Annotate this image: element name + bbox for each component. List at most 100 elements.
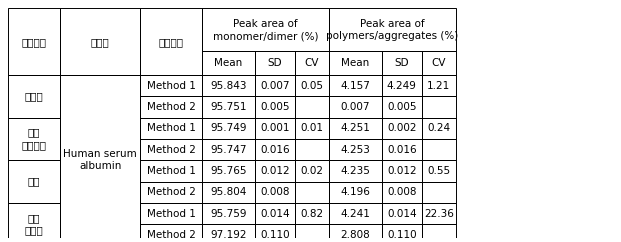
- Bar: [255, 96, 295, 118]
- Bar: [329, 118, 381, 139]
- Bar: [140, 118, 202, 139]
- Text: 0.55: 0.55: [427, 166, 450, 176]
- Text: 4.196: 4.196: [340, 187, 370, 197]
- Bar: [202, 51, 255, 75]
- Text: 이동상: 이동상: [24, 91, 43, 101]
- Bar: [381, 224, 422, 242]
- Text: 검체
희석버퍼: 검체 희석버퍼: [21, 128, 47, 150]
- Bar: [140, 96, 202, 118]
- Bar: [140, 224, 202, 242]
- Bar: [7, 160, 60, 203]
- Bar: [381, 96, 422, 118]
- Text: SD: SD: [394, 58, 409, 68]
- Bar: [202, 182, 255, 203]
- Text: 22.36: 22.36: [424, 209, 454, 219]
- Bar: [202, 118, 255, 139]
- Text: 0.014: 0.014: [387, 209, 417, 219]
- Text: 0.24: 0.24: [427, 123, 450, 133]
- Text: Peak area of
monomer/dimer (%): Peak area of monomer/dimer (%): [213, 19, 319, 41]
- Bar: [202, 96, 255, 118]
- Bar: [295, 75, 329, 96]
- Bar: [295, 182, 329, 203]
- Text: 0.016: 0.016: [260, 144, 290, 155]
- Bar: [7, 8, 60, 75]
- Bar: [255, 51, 295, 75]
- Text: 0.005: 0.005: [387, 102, 417, 112]
- Bar: [381, 203, 422, 224]
- Text: 1.21: 1.21: [427, 81, 450, 91]
- Text: Method 2: Method 2: [147, 230, 196, 240]
- Text: 95.804: 95.804: [211, 187, 247, 197]
- Bar: [329, 51, 381, 75]
- Bar: [329, 75, 381, 96]
- Text: 0.012: 0.012: [260, 166, 290, 176]
- Bar: [422, 182, 456, 203]
- Text: Human serum
albumin: Human serum albumin: [63, 149, 137, 171]
- Text: Method 1: Method 1: [147, 166, 196, 176]
- Text: 0.016: 0.016: [387, 144, 417, 155]
- Bar: [295, 160, 329, 182]
- Bar: [295, 96, 329, 118]
- Text: 95.751: 95.751: [211, 102, 247, 112]
- Bar: [60, 75, 140, 242]
- Text: Method 1: Method 1: [147, 209, 196, 219]
- Text: 95.765: 95.765: [211, 166, 247, 176]
- Bar: [202, 75, 255, 96]
- Text: 0.02: 0.02: [301, 166, 324, 176]
- Text: 0.110: 0.110: [260, 230, 290, 240]
- Text: 0.014: 0.014: [260, 209, 290, 219]
- Text: 유속: 유속: [27, 176, 40, 187]
- Text: 95.749: 95.749: [211, 123, 247, 133]
- Bar: [202, 224, 255, 242]
- Bar: [255, 75, 295, 96]
- Bar: [202, 139, 255, 160]
- Bar: [140, 75, 202, 96]
- Text: 4.251: 4.251: [340, 123, 370, 133]
- Text: 4.253: 4.253: [340, 144, 370, 155]
- Text: SD: SD: [268, 58, 283, 68]
- Text: 4.241: 4.241: [340, 209, 370, 219]
- Text: 0.012: 0.012: [387, 166, 417, 176]
- Text: 0.008: 0.008: [260, 187, 290, 197]
- Text: 97.192: 97.192: [211, 230, 247, 240]
- Bar: [422, 160, 456, 182]
- Text: 4.157: 4.157: [340, 81, 370, 91]
- Text: 0.01: 0.01: [301, 123, 324, 133]
- Text: CV: CV: [305, 58, 319, 68]
- Text: 0.007: 0.007: [260, 81, 290, 91]
- Bar: [329, 182, 381, 203]
- Bar: [422, 96, 456, 118]
- Bar: [140, 8, 202, 75]
- Bar: [7, 118, 60, 160]
- Text: Peak area of
polymers/aggregates (%): Peak area of polymers/aggregates (%): [326, 19, 458, 41]
- Bar: [140, 203, 202, 224]
- Text: 0.110: 0.110: [387, 230, 417, 240]
- Bar: [381, 75, 422, 96]
- Bar: [255, 203, 295, 224]
- Text: 0.007: 0.007: [340, 102, 370, 112]
- Bar: [255, 182, 295, 203]
- Bar: [255, 118, 295, 139]
- Text: 2.808: 2.808: [340, 230, 370, 240]
- Text: Mean: Mean: [341, 58, 369, 68]
- Bar: [381, 182, 422, 203]
- Bar: [381, 51, 422, 75]
- Bar: [381, 139, 422, 160]
- Text: 0.05: 0.05: [301, 81, 324, 91]
- Text: 95.759: 95.759: [211, 209, 247, 219]
- Bar: [7, 203, 60, 242]
- Bar: [329, 96, 381, 118]
- Text: 0.82: 0.82: [301, 209, 324, 219]
- Bar: [202, 160, 255, 182]
- Bar: [422, 139, 456, 160]
- Bar: [329, 203, 381, 224]
- Text: Method 2: Method 2: [147, 144, 196, 155]
- Bar: [422, 75, 456, 96]
- Bar: [295, 139, 329, 160]
- Text: Mean: Mean: [214, 58, 243, 68]
- Bar: [7, 75, 60, 118]
- Text: 시험방법: 시험방법: [159, 37, 184, 47]
- Text: 컬럼
사이즈: 컬럼 사이즈: [24, 213, 43, 235]
- Bar: [295, 224, 329, 242]
- Text: 0.005: 0.005: [260, 102, 290, 112]
